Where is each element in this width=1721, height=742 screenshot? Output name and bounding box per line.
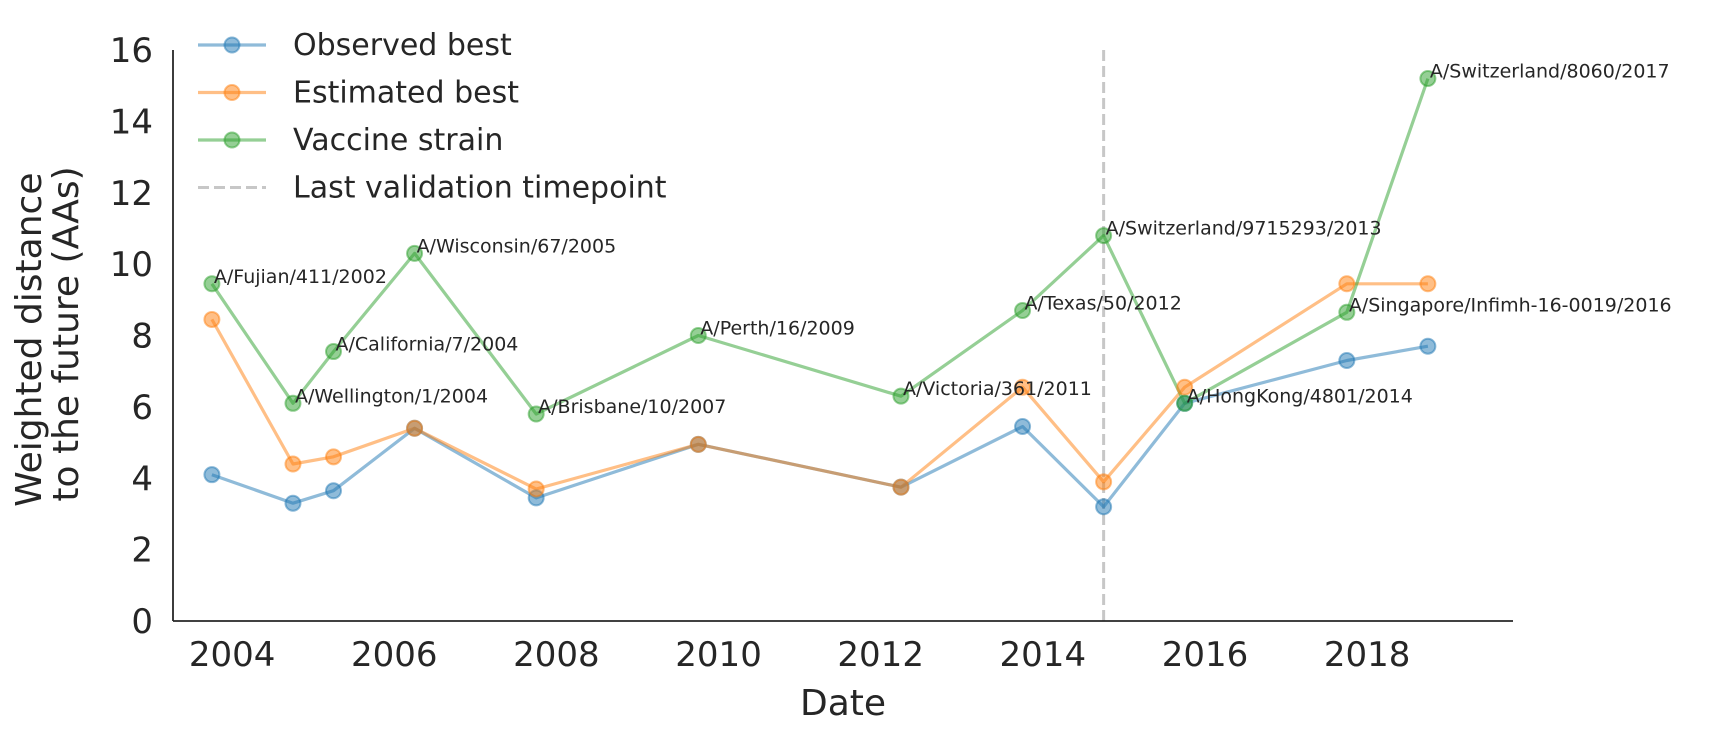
- legend-label: Observed best: [293, 28, 512, 63]
- x-tick-label: 2008: [513, 635, 600, 675]
- legend-label: Vaccine strain: [293, 123, 503, 158]
- y-tick-label: 2: [131, 531, 153, 571]
- x-tick-label: 2010: [675, 635, 762, 675]
- data-point-estimated-best: [284, 455, 302, 473]
- axes: [172, 50, 1513, 622]
- data-point-estimated-best: [689, 435, 707, 453]
- x-tick-label: 2012: [837, 635, 924, 675]
- legend-marker: [223, 84, 241, 101]
- data-point-estimated-best: [892, 478, 910, 496]
- x-tick-label: 2004: [189, 635, 276, 675]
- strain-label: A/Wellington/1/2004: [295, 385, 488, 407]
- data-point-vaccine-strain: [1095, 227, 1113, 245]
- strain-label: A/Switzerland/9715293/2013: [1106, 218, 1382, 240]
- data-point-estimated-best: [527, 480, 545, 498]
- legend-item: Estimated best: [198, 76, 519, 111]
- strain-label: A/Victoria/361/2011: [903, 378, 1092, 400]
- data-point-observed-best: [284, 494, 302, 512]
- data-point-estimated-best: [203, 310, 221, 328]
- legend-label: Estimated best: [293, 76, 519, 111]
- strain-annotations: A/Fujian/411/2002 A/Wellington/1/2004 A/Ca…: [214, 61, 1672, 418]
- x-tick-label: 2014: [1000, 635, 1087, 675]
- y-tick-label: 4: [131, 459, 153, 499]
- x-tick-label: 2016: [1162, 635, 1249, 675]
- y-tick-label: 12: [110, 174, 153, 214]
- strain-label: A/Switzerland/8060/2017: [1430, 61, 1670, 83]
- data-point-estimated-best: [406, 419, 424, 437]
- legend-marker: [223, 131, 241, 149]
- data-point-estimated-best: [325, 448, 343, 466]
- data-point-observed-best: [1014, 418, 1032, 436]
- legend-item: Last validation timepoint: [198, 171, 667, 206]
- data-point-vaccine-strain: [284, 394, 302, 412]
- y-tick-labels: 0 2 4 6 8 10 12 14 16: [110, 31, 153, 642]
- data-point-vaccine-strain: [689, 327, 707, 344]
- x-tick-labels: 2004 2006 2008 2010 2012 2014 2016 2018: [189, 635, 1410, 675]
- strain-label: A/California/7/2004: [336, 334, 519, 356]
- y-tick-label: 0: [131, 602, 153, 642]
- data-point-vaccine-strain: [1419, 70, 1437, 88]
- y-tick-label: 16: [110, 31, 153, 71]
- series-line-vaccine-strain: [210, 78, 1430, 416]
- data-point-observed-best: [1338, 351, 1356, 369]
- data-point-observed-best: [1095, 498, 1113, 516]
- y-tick-label: 8: [131, 317, 153, 357]
- data-point-estimated-best: [1176, 378, 1194, 396]
- legend-label: Last validation timepoint: [293, 171, 667, 206]
- data-point-vaccine-strain: [203, 275, 221, 293]
- y-axis-title-line-1: Weighted distance: [9, 173, 50, 507]
- x-tick-label: 2018: [1324, 635, 1411, 675]
- data-point-observed-best: [325, 482, 343, 500]
- legend: Observed best Estimated best Vaccine strai…: [198, 28, 667, 206]
- y-axis-title: Weighted distance to the future (AAs): [9, 161, 87, 507]
- data-point-vaccine-strain: [1014, 302, 1032, 320]
- data-point-vaccine-strain: [1176, 394, 1194, 412]
- plot-markers: [203, 70, 1437, 516]
- data-point-vaccine-strain: [406, 244, 424, 262]
- strain-label: A/Perth/16/2009: [700, 318, 855, 340]
- data-point-estimated-best: [1095, 473, 1113, 491]
- data-point-vaccine-strain: [527, 405, 545, 423]
- data-point-vaccine-strain: [1338, 303, 1356, 321]
- strain-label: A/Brisbane/10/2007: [538, 396, 726, 418]
- x-axis-title: Date: [800, 683, 886, 724]
- data-point-estimated-best: [1014, 378, 1032, 396]
- x-tick-label: 2006: [351, 635, 438, 675]
- strain-label: A/HongKong/4801/2014: [1187, 385, 1413, 407]
- legend-item: Observed best: [198, 28, 512, 63]
- data-point-estimated-best: [1338, 275, 1356, 293]
- strain-label: A/Texas/50/2012: [1025, 293, 1182, 315]
- y-tick-label: 14: [110, 102, 153, 142]
- y-tick-label: 6: [131, 388, 153, 428]
- legend-item: Vaccine strain: [198, 123, 503, 158]
- strain-label: A/Fujian/411/2002: [214, 266, 387, 288]
- data-point-observed-best: [1419, 337, 1437, 355]
- data-point-vaccine-strain: [892, 387, 910, 405]
- strain-label: A/Singapore/Infimh-16-0019/2016: [1349, 294, 1672, 316]
- data-point-observed-best: [203, 466, 221, 484]
- strain-label: A/Wisconsin/67/2005: [417, 235, 617, 257]
- y-axis-title-line-2: to the future (AAs): [46, 166, 87, 501]
- data-point-estimated-best: [1419, 275, 1437, 293]
- data-point-vaccine-strain: [325, 343, 343, 361]
- y-tick-label: 10: [110, 245, 153, 285]
- legend-marker: [223, 36, 241, 54]
